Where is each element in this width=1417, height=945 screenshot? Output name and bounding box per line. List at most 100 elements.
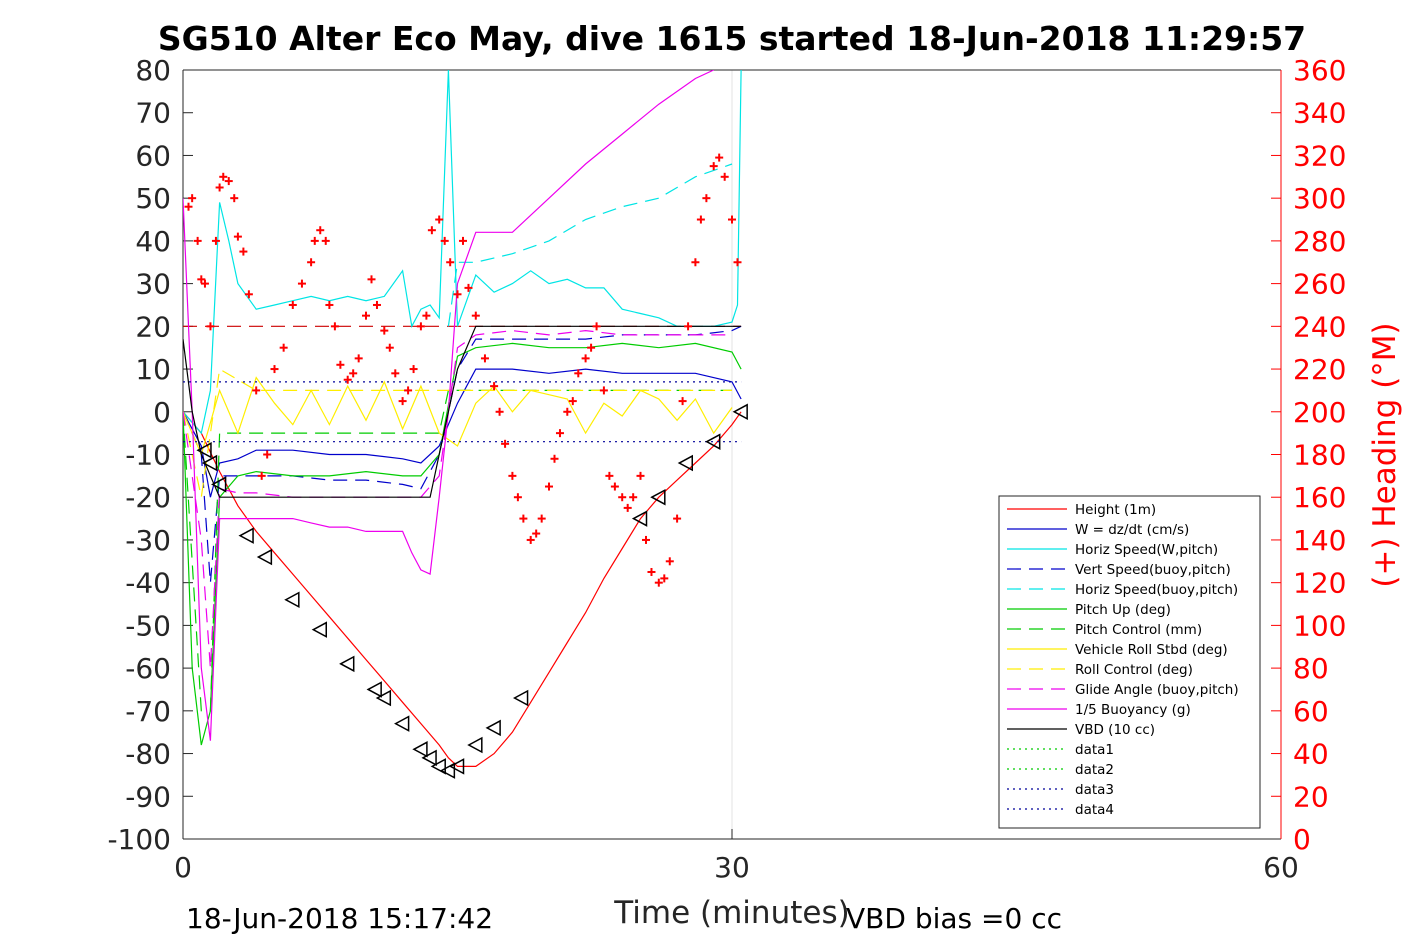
- heading-point: [211, 236, 220, 245]
- x-axis-label: Time (minutes): [613, 895, 849, 931]
- legend-entry: Vehicle Roll Stbd (deg): [1075, 642, 1228, 658]
- legend-entry: Pitch Control (mm): [1075, 622, 1202, 638]
- y-tick-label: -30: [125, 524, 171, 557]
- heading-point: [678, 397, 687, 406]
- heading-point: [696, 215, 705, 224]
- y-tick-label: 20: [135, 310, 171, 343]
- y2-axis-label: (+) Heading (°M): [1367, 322, 1403, 587]
- heading-point: [592, 322, 601, 331]
- heading-point: [610, 482, 619, 491]
- height-marker: [211, 476, 227, 493]
- heading-point: [733, 258, 742, 267]
- y2-tick-label: 320: [1293, 139, 1346, 172]
- heading-point: [513, 493, 522, 502]
- series-line-1: [183, 368, 742, 498]
- heading-point: [422, 311, 431, 320]
- height-marker: [631, 510, 648, 527]
- heading-point: [224, 177, 233, 186]
- y-tick-label: -80: [125, 738, 171, 771]
- y2-tick-label: 340: [1293, 97, 1346, 130]
- y-tick-label: 50: [135, 182, 171, 215]
- y2-tick-label: 280: [1293, 225, 1346, 258]
- heading-point: [307, 258, 316, 267]
- heading-point: [720, 172, 729, 181]
- heading-point: [188, 194, 197, 203]
- legend-entry: Horiz Speed(W,pitch): [1075, 542, 1218, 558]
- heading-point: [709, 162, 718, 171]
- heading-point: [239, 247, 248, 256]
- y2-tick-label: 0: [1293, 823, 1311, 856]
- heading-point: [508, 471, 517, 480]
- heading-point: [219, 172, 228, 181]
- legend-entry: 1/5 Buoyancy (g): [1075, 702, 1191, 718]
- heading-point: [665, 557, 674, 566]
- legend-entry: Horiz Speed(buoy,pitch): [1075, 582, 1238, 598]
- height-marker: [284, 591, 300, 609]
- heading-point: [471, 311, 480, 320]
- footer-vbd-bias: VBD bias =0 cc: [846, 902, 1062, 935]
- heading-point: [325, 300, 334, 309]
- legend: Height (1m) W = dz/dt (cm/s) Horiz Speed(W…: [998, 495, 1261, 829]
- heading-point: [673, 514, 682, 523]
- legend-entry: data1: [1075, 742, 1114, 758]
- height-marker: [677, 454, 693, 472]
- heading-point: [316, 226, 325, 235]
- heading-point: [636, 471, 645, 480]
- series-line-3: [183, 325, 742, 583]
- y2-tick-label: 20: [1293, 780, 1329, 813]
- height-marker: [467, 736, 483, 754]
- axes: 0 30 6080706050403020100-10-20-30-40-50-60…: [107, 54, 1346, 884]
- heading-point: [391, 369, 400, 378]
- y-tick-label: -70: [125, 695, 171, 728]
- y-tick-label: 40: [135, 225, 171, 258]
- heading-point: [641, 535, 650, 544]
- heading-point: [599, 386, 608, 395]
- heading-point: [206, 322, 215, 331]
- y-tick-label: -90: [125, 780, 171, 813]
- heading-point: [684, 322, 693, 331]
- heading-point: [574, 369, 583, 378]
- heading-point: [252, 386, 261, 395]
- heading-point: [728, 215, 736, 224]
- y-tick-label: -100: [107, 823, 171, 856]
- heading-point: [629, 493, 638, 502]
- heading-point: [545, 482, 553, 491]
- y2-tick-label: 140: [1293, 524, 1346, 557]
- legend-entry: data2: [1075, 762, 1114, 778]
- x-tick-label: 30: [714, 851, 750, 884]
- legend-entry: Pitch Up (deg): [1075, 602, 1171, 618]
- heading-point: [519, 514, 528, 523]
- heading-point: [257, 471, 266, 480]
- heading-point: [330, 322, 339, 331]
- heading-point: [416, 322, 425, 331]
- heading-point: [215, 183, 224, 192]
- y-tick-label: 0: [153, 396, 171, 429]
- heading-point: [398, 397, 407, 406]
- heading-point: [691, 258, 700, 267]
- heading-point: [464, 283, 473, 292]
- series-line-4: [447, 163, 733, 327]
- heading-point: [654, 578, 663, 587]
- heading-point: [532, 529, 541, 538]
- heading-point: [660, 574, 669, 583]
- heading-point: [526, 535, 535, 544]
- x-tick-label: 0: [174, 851, 192, 884]
- height-marker: [375, 689, 392, 707]
- heading-point: [336, 360, 345, 369]
- series-line-11: [183, 325, 742, 498]
- height-marker: [439, 762, 456, 779]
- y2-tick-label: 100: [1293, 609, 1346, 642]
- heading-point: [385, 343, 394, 352]
- y2-tick-label: 300: [1293, 182, 1346, 215]
- y-tick-label: 80: [135, 54, 171, 87]
- y2-tick-label: 220: [1293, 353, 1346, 386]
- heading-point: [193, 236, 202, 245]
- heading-point: [587, 343, 596, 352]
- height-marker: [732, 403, 748, 421]
- y-tick-label: -50: [125, 609, 171, 642]
- heading-point: [453, 290, 462, 299]
- series-line-5: [183, 342, 742, 746]
- heading-point: [435, 215, 444, 224]
- heading-point: [297, 279, 306, 288]
- heading-point: [501, 439, 510, 448]
